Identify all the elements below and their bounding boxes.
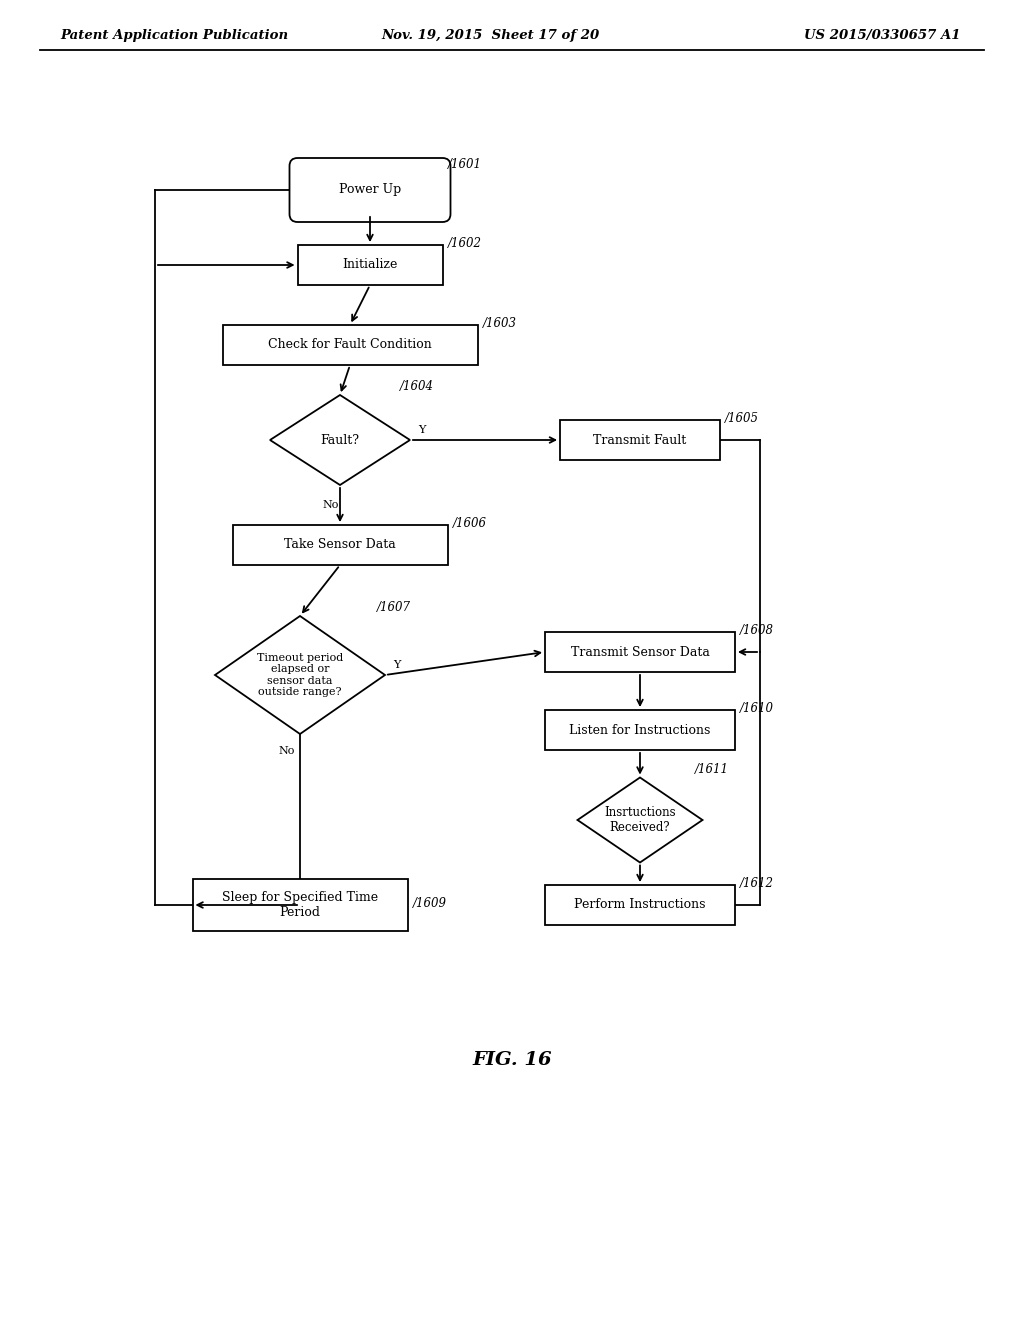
Text: Transmit Sensor Data: Transmit Sensor Data: [570, 645, 710, 659]
Text: /1610: /1610: [740, 702, 774, 715]
Polygon shape: [578, 777, 702, 862]
Text: /1605: /1605: [725, 412, 759, 425]
Bar: [560, 420, 720, 459]
Text: Power Up: Power Up: [339, 183, 401, 197]
Text: Patent Application Publication: Patent Application Publication: [60, 29, 288, 41]
Text: Listen for Instructions: Listen for Instructions: [569, 723, 711, 737]
Bar: [545, 884, 735, 925]
Text: Check for Fault Condition: Check for Fault Condition: [268, 338, 432, 351]
Bar: [232, 525, 447, 565]
Text: /1609: /1609: [413, 898, 446, 909]
Bar: [545, 710, 735, 750]
Text: /1612: /1612: [740, 876, 774, 890]
Text: Insrtuctions
Received?: Insrtuctions Received?: [604, 807, 676, 834]
Text: Perform Instructions: Perform Instructions: [574, 899, 706, 912]
Text: Initialize: Initialize: [342, 259, 397, 272]
Text: FIG. 16: FIG. 16: [472, 1051, 552, 1069]
Text: /1611: /1611: [694, 763, 728, 776]
Text: /1602: /1602: [447, 238, 481, 249]
Text: No: No: [322, 500, 338, 510]
Text: No: No: [278, 746, 294, 756]
Polygon shape: [215, 616, 385, 734]
Text: Y: Y: [418, 425, 425, 436]
Text: /1604: /1604: [400, 380, 434, 393]
Text: /1601: /1601: [447, 158, 481, 172]
Bar: [222, 325, 477, 366]
Text: Take Sensor Data: Take Sensor Data: [284, 539, 396, 552]
Text: /1607: /1607: [377, 601, 411, 614]
Text: Y: Y: [393, 660, 400, 671]
Text: Timeout period
elapsed or
sensor data
outside range?: Timeout period elapsed or sensor data ou…: [257, 652, 343, 697]
Text: Transmit Fault: Transmit Fault: [593, 433, 687, 446]
Text: US 2015/0330657 A1: US 2015/0330657 A1: [804, 29, 961, 41]
Text: Sleep for Specified Time
Period: Sleep for Specified Time Period: [222, 891, 378, 919]
Bar: [298, 246, 442, 285]
Text: Nov. 19, 2015  Sheet 17 of 20: Nov. 19, 2015 Sheet 17 of 20: [381, 29, 599, 41]
FancyBboxPatch shape: [290, 158, 451, 222]
Text: /1608: /1608: [740, 624, 774, 638]
Text: /1606: /1606: [453, 517, 486, 531]
Bar: [193, 879, 408, 931]
Polygon shape: [270, 395, 410, 484]
Text: /1603: /1603: [482, 317, 516, 330]
Text: Fault?: Fault?: [321, 433, 359, 446]
Bar: [545, 632, 735, 672]
